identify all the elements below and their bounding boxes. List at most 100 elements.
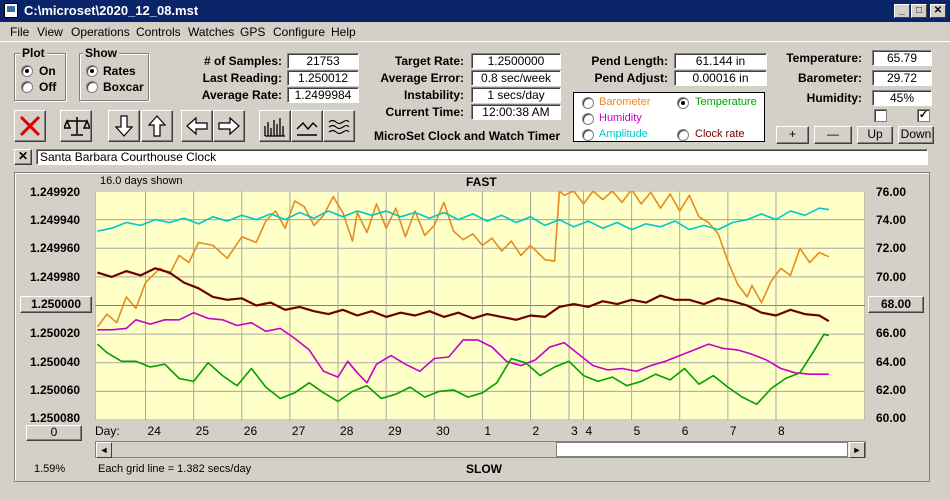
menu-gps[interactable]: GPS — [240, 25, 266, 39]
scroll-thumb[interactable] — [556, 442, 848, 457]
menu-file[interactable]: File — [10, 25, 30, 39]
right-tick-2: 74.00 — [876, 213, 907, 227]
scroll-right-arrow[interactable]: ► — [849, 442, 865, 458]
show-rates-label: Rates — [103, 64, 136, 78]
fast-label: FAST — [466, 175, 497, 189]
average-rate-label: Average Rate: — [201, 88, 282, 102]
average-rate-field: 1.2499984 — [287, 87, 359, 103]
humidity-radio[interactable] — [582, 113, 594, 125]
menu-watches[interactable]: Watches — [188, 25, 235, 39]
barometer-radio[interactable] — [582, 97, 594, 109]
current-time-field: 12:00:38 AM — [471, 104, 561, 120]
day-tick-label: 25 — [195, 424, 210, 438]
right-tick-1: 76.00 — [876, 185, 907, 199]
clockrate-radio[interactable] — [677, 129, 689, 141]
app-caption: MicroSet Clock and Watch Timer — [374, 129, 561, 143]
humidity-series-line — [97, 311, 829, 384]
histogram-icon — [264, 118, 285, 137]
close-window-button[interactable]: ✕ — [930, 4, 946, 18]
average-error-label: Average Error: — [380, 71, 464, 85]
day-tick-label: 26 — [243, 424, 258, 438]
amplitude-option: Amplitude — [599, 128, 648, 140]
chart-frame — [14, 172, 930, 482]
menu-configure[interactable]: Configure — [273, 25, 326, 39]
red-x-icon — [19, 115, 41, 137]
pend-length-label: Pend Length: — [591, 54, 668, 68]
arrow-down-icon — [114, 115, 134, 137]
scroll-left-arrow[interactable]: ◄ — [96, 442, 112, 458]
aux-series-selector — [573, 92, 765, 142]
right-tick-8: 62.00 — [876, 383, 907, 397]
menu-view[interactable]: View — [37, 25, 63, 39]
grid-note: Each grid line = 1.382 secs/day — [98, 463, 252, 475]
center-temp-button[interactable]: 68.00 — [868, 296, 924, 313]
left-tick-2: 1.249940 — [30, 213, 81, 227]
option-checkbox-1[interactable] — [874, 109, 887, 122]
menu-operations[interactable]: Operations — [71, 25, 130, 39]
day-tick-label: 8 — [777, 424, 785, 438]
minimize-button[interactable]: _ — [894, 4, 910, 18]
temperature-field: 65.79 — [872, 50, 932, 66]
rate-chart[interactable] — [95, 191, 865, 420]
amplitude-series-line — [97, 207, 830, 232]
option-checkbox-2[interactable]: ✓ — [917, 109, 930, 122]
balance-button[interactable] — [60, 110, 92, 142]
right-tick-3: 72.00 — [876, 241, 907, 255]
left-tick-8: 1.250060 — [30, 383, 81, 397]
show-rates-radio[interactable] — [86, 65, 98, 77]
plot-on-label: On — [39, 64, 56, 78]
clear-clock-button[interactable]: ✕ — [14, 149, 32, 165]
humidity-field: 45% — [872, 90, 932, 106]
right-tick-7: 64.00 — [876, 355, 907, 369]
clock-name-field[interactable]: Santa Barbara Courthouse Clock — [36, 149, 928, 165]
menu-help[interactable]: Help — [331, 25, 356, 39]
move-down-button[interactable] — [108, 110, 140, 142]
maximize-button[interactable]: □ — [911, 4, 927, 18]
left-tick-6: 1.250020 — [30, 326, 81, 340]
plot-on-radio[interactable] — [21, 65, 33, 77]
show-boxcar-radio[interactable] — [86, 81, 98, 93]
target-rate-field: 1.2500000 — [471, 53, 561, 69]
slow-label: SLOW — [466, 462, 502, 476]
scroll-right-button[interactable] — [213, 110, 245, 142]
app-icon[interactable] — [4, 3, 18, 18]
scroll-track[interactable] — [112, 442, 556, 457]
day-tick-label: 30 — [436, 424, 450, 438]
stop-button[interactable] — [14, 110, 46, 142]
temperature-label: Temperature: — [786, 51, 862, 65]
multi-wave-button[interactable] — [323, 110, 355, 142]
menu-bar: File View Operations Controls Watches GP… — [0, 22, 950, 42]
down-button[interactable]: Down — [898, 126, 934, 144]
histogram-button[interactable] — [259, 110, 291, 142]
pend-adjust-field: 0.00016 in — [674, 70, 767, 86]
temperature-radio[interactable] — [677, 97, 689, 109]
barometer-field: 29.72 — [872, 70, 932, 86]
wave-view-button[interactable] — [291, 110, 323, 142]
last-reading-label: Last Reading: — [202, 71, 282, 85]
up-button[interactable]: Up — [857, 126, 893, 144]
instability-field: 1 secs/day — [471, 87, 561, 103]
average-error-field: 0.8 sec/week — [471, 70, 561, 86]
series-group — [96, 191, 830, 406]
menu-controls[interactable]: Controls — [136, 25, 181, 39]
temperature-series-line — [96, 333, 830, 406]
plus-button[interactable]: + — [776, 126, 809, 144]
samples-field: 21753 — [287, 53, 359, 69]
right-tick-6: 66.00 — [876, 326, 907, 340]
day-tick-label: 3 — [571, 424, 578, 438]
zero-button[interactable]: 0 — [26, 425, 82, 441]
move-up-button[interactable] — [141, 110, 173, 142]
scales-icon — [64, 117, 90, 136]
amplitude-radio[interactable] — [582, 129, 594, 141]
minus-button[interactable]: — — [814, 126, 852, 144]
samples-label: # of Samples: — [203, 54, 282, 68]
scroll-left-button[interactable] — [181, 110, 213, 142]
show-group-label: Show — [83, 46, 119, 60]
center-rate-button[interactable]: 1.250000 — [20, 296, 92, 313]
window-title: C:\microset\2020_12_08.mst — [24, 3, 199, 18]
day-tick-label: 24 — [147, 424, 161, 438]
arrow-left-icon — [186, 116, 208, 136]
day-tick-label: 27 — [291, 424, 306, 438]
humidity-label: Humidity: — [806, 91, 862, 105]
plot-off-radio[interactable] — [21, 81, 33, 93]
